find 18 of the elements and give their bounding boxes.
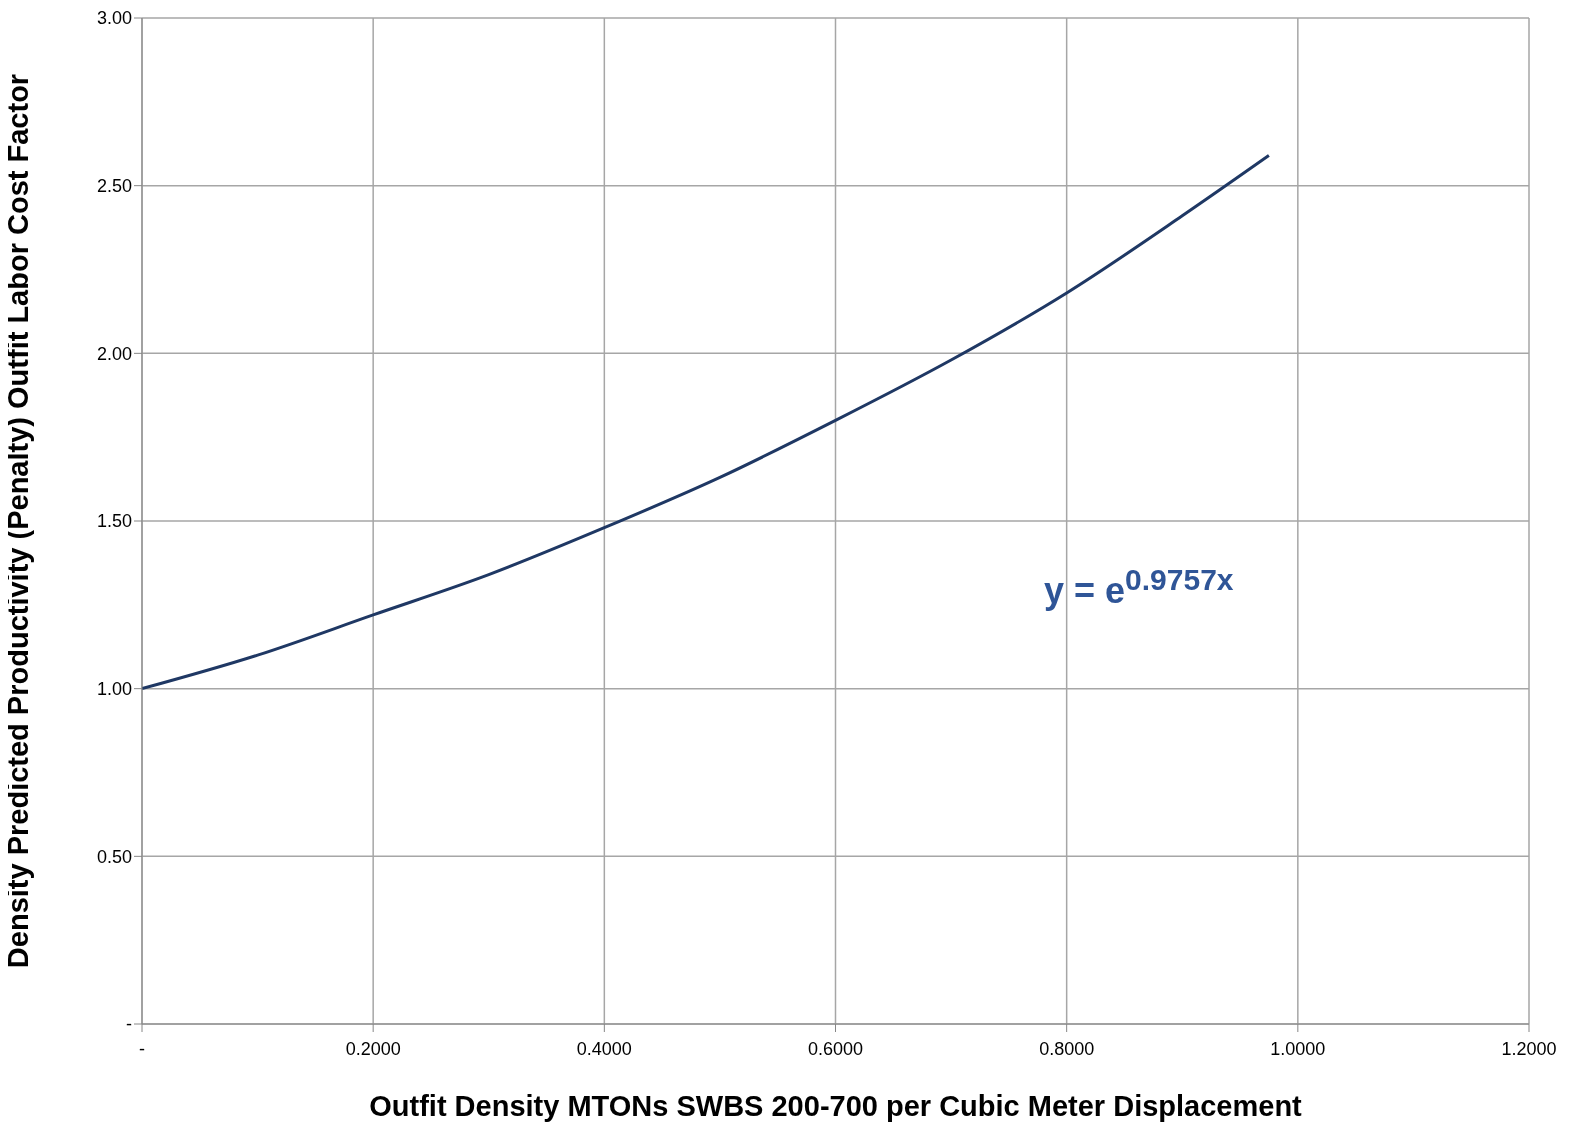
y-tick-label: 2.50: [96, 176, 132, 197]
x-tick-label: 0.2000: [345, 1038, 401, 1059]
y-tick-label: 1.00: [96, 679, 132, 700]
x-tick-label: 1.2000: [1501, 1038, 1557, 1059]
annotation: y = e$^{0.9757x}$: [1044, 563, 1234, 612]
x-tick-label: 0.4000: [576, 1038, 632, 1059]
y-tick-label: 1.50: [96, 511, 132, 532]
y-tick-label: 2.00: [96, 343, 132, 364]
line-series: [142, 153, 1271, 691]
x-tick-label: -: [139, 1038, 145, 1059]
y-tick-label: 3.00: [96, 8, 132, 29]
y-tick-label: -: [126, 1014, 132, 1035]
x-tick-label: 0.8000: [1039, 1038, 1095, 1059]
y-tick-label: 0.50: [96, 846, 132, 867]
x-tick-label: 0.6000: [807, 1038, 864, 1059]
x-axis-title: Outfit Density MTONs SWBS 200-700 per Cubic Meter Displacement: [369, 1090, 1303, 1122]
x-tick-label: 1.0000: [1270, 1038, 1326, 1059]
y-axis-title: Density Predicted Productivity (Penalty) Outfit Labor Cost Factor: [2, 73, 35, 969]
